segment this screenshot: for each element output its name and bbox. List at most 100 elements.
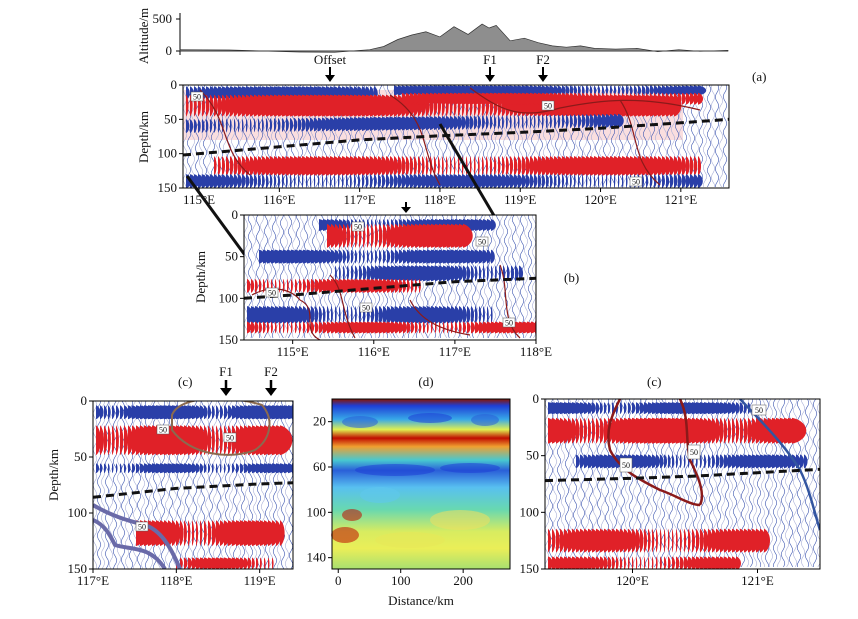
negative-lobe xyxy=(112,463,114,474)
negative-lobe xyxy=(506,115,508,130)
positive-lobe xyxy=(688,556,693,569)
negative-lobe xyxy=(542,174,546,188)
x-tick-label: 118°E xyxy=(424,192,456,207)
positive-lobe xyxy=(648,528,651,553)
negative-lobe xyxy=(720,454,724,469)
negative-lobe xyxy=(322,174,324,188)
negative-lobe xyxy=(248,463,254,474)
positive-lobe xyxy=(395,321,400,334)
negative-lobe xyxy=(471,265,474,282)
positive-lobe xyxy=(254,156,260,177)
negative-lobe xyxy=(254,174,258,188)
positive-lobe xyxy=(311,321,315,334)
trace-line xyxy=(808,399,814,568)
positive-lobe xyxy=(744,417,748,444)
panel-c2-contour-2 xyxy=(678,399,704,506)
negative-lobe xyxy=(246,118,248,133)
negative-lobe xyxy=(666,85,672,96)
positive-lobe xyxy=(588,556,594,569)
negative-lobe xyxy=(367,249,369,264)
y-tick-label: 100 xyxy=(520,504,540,519)
negative-lobe xyxy=(694,174,699,188)
positive-lobe xyxy=(716,417,721,444)
negative-lobe xyxy=(491,249,495,264)
negative-lobe xyxy=(226,174,231,188)
positive-lobe xyxy=(700,528,704,553)
negative-lobe xyxy=(116,405,120,420)
positive-lobe xyxy=(454,156,456,177)
y-tick-label: 100 xyxy=(158,146,178,161)
positive-lobe xyxy=(672,556,675,569)
positive-lobe xyxy=(299,321,302,334)
panel-c2-label: (c) xyxy=(647,374,661,389)
negative-lobe xyxy=(395,249,400,264)
positive-lobe xyxy=(510,156,514,177)
negative-lobe xyxy=(662,174,665,188)
negative-lobe xyxy=(644,402,650,415)
positive-lobe xyxy=(414,156,417,177)
negative-lobe xyxy=(570,174,572,188)
negative-lobe xyxy=(467,265,471,282)
negative-lobe xyxy=(491,265,493,282)
positive-lobe xyxy=(196,520,199,547)
panel-c2: (c) 50 50 50 0 50 100 150 120°E 121°E xyxy=(520,374,821,588)
negative-lobe xyxy=(642,85,646,96)
negative-lobe xyxy=(326,174,328,188)
negative-lobe xyxy=(354,174,356,188)
positive-lobe xyxy=(208,425,212,456)
negative-lobe xyxy=(606,113,612,128)
trace-line xyxy=(100,401,106,569)
f1-arrow-icon xyxy=(485,75,495,82)
negative-lobe xyxy=(362,174,365,188)
y-tick-label: 150 xyxy=(68,561,88,576)
negative-lobe xyxy=(590,114,594,129)
positive-lobe xyxy=(446,156,448,177)
negative-lobe xyxy=(626,85,629,96)
negative-lobe xyxy=(610,85,613,96)
negative-lobe xyxy=(220,463,222,474)
trace-line xyxy=(196,401,202,569)
positive-lobe xyxy=(736,417,740,444)
positive-lobe xyxy=(684,556,689,569)
positive-lobe xyxy=(186,94,189,117)
negative-lobe xyxy=(240,463,244,474)
negative-lobe xyxy=(638,85,642,96)
y-tick-label: 100 xyxy=(219,290,239,305)
negative-lobe xyxy=(318,117,323,132)
x-tick-label: 119°E xyxy=(504,192,536,207)
positive-lobe xyxy=(431,321,433,334)
positive-lobe xyxy=(576,417,580,444)
negative-lobe xyxy=(208,405,212,420)
positive-lobe xyxy=(564,528,569,553)
negative-lobe xyxy=(375,306,379,324)
positive-lobe xyxy=(256,557,259,569)
negative-lobe xyxy=(306,174,308,188)
trace-line xyxy=(93,401,98,569)
panel-b-axes: 0 50 100 150 115°E 116°E 117°E 118°E xyxy=(219,207,553,359)
positive-lobe xyxy=(732,417,736,444)
trace-line xyxy=(714,85,720,188)
positive-lobe xyxy=(438,156,440,177)
negative-lobe xyxy=(383,306,388,324)
offset-arrow-icon xyxy=(325,75,335,82)
negative-lobe xyxy=(582,114,586,129)
positive-lobe xyxy=(218,156,221,177)
negative-lobe xyxy=(414,174,419,188)
negative-lobe xyxy=(522,174,527,188)
trace-line xyxy=(112,401,118,569)
positive-lobe xyxy=(395,278,400,293)
positive-lobe xyxy=(596,417,600,444)
altitude-tick-0: 0 xyxy=(166,43,173,58)
negative-lobe xyxy=(506,174,511,188)
negative-lobe xyxy=(515,265,519,282)
zoom-line-left xyxy=(185,175,252,263)
positive-lobe xyxy=(260,557,262,569)
negative-lobe xyxy=(224,405,228,420)
positive-lobe xyxy=(255,278,258,293)
positive-lobe xyxy=(220,425,223,456)
negative-lobe xyxy=(108,405,111,420)
negative-lobe xyxy=(487,306,489,324)
negative-lobe xyxy=(410,174,415,188)
negative-lobe xyxy=(379,249,382,264)
positive-lobe xyxy=(680,528,682,553)
